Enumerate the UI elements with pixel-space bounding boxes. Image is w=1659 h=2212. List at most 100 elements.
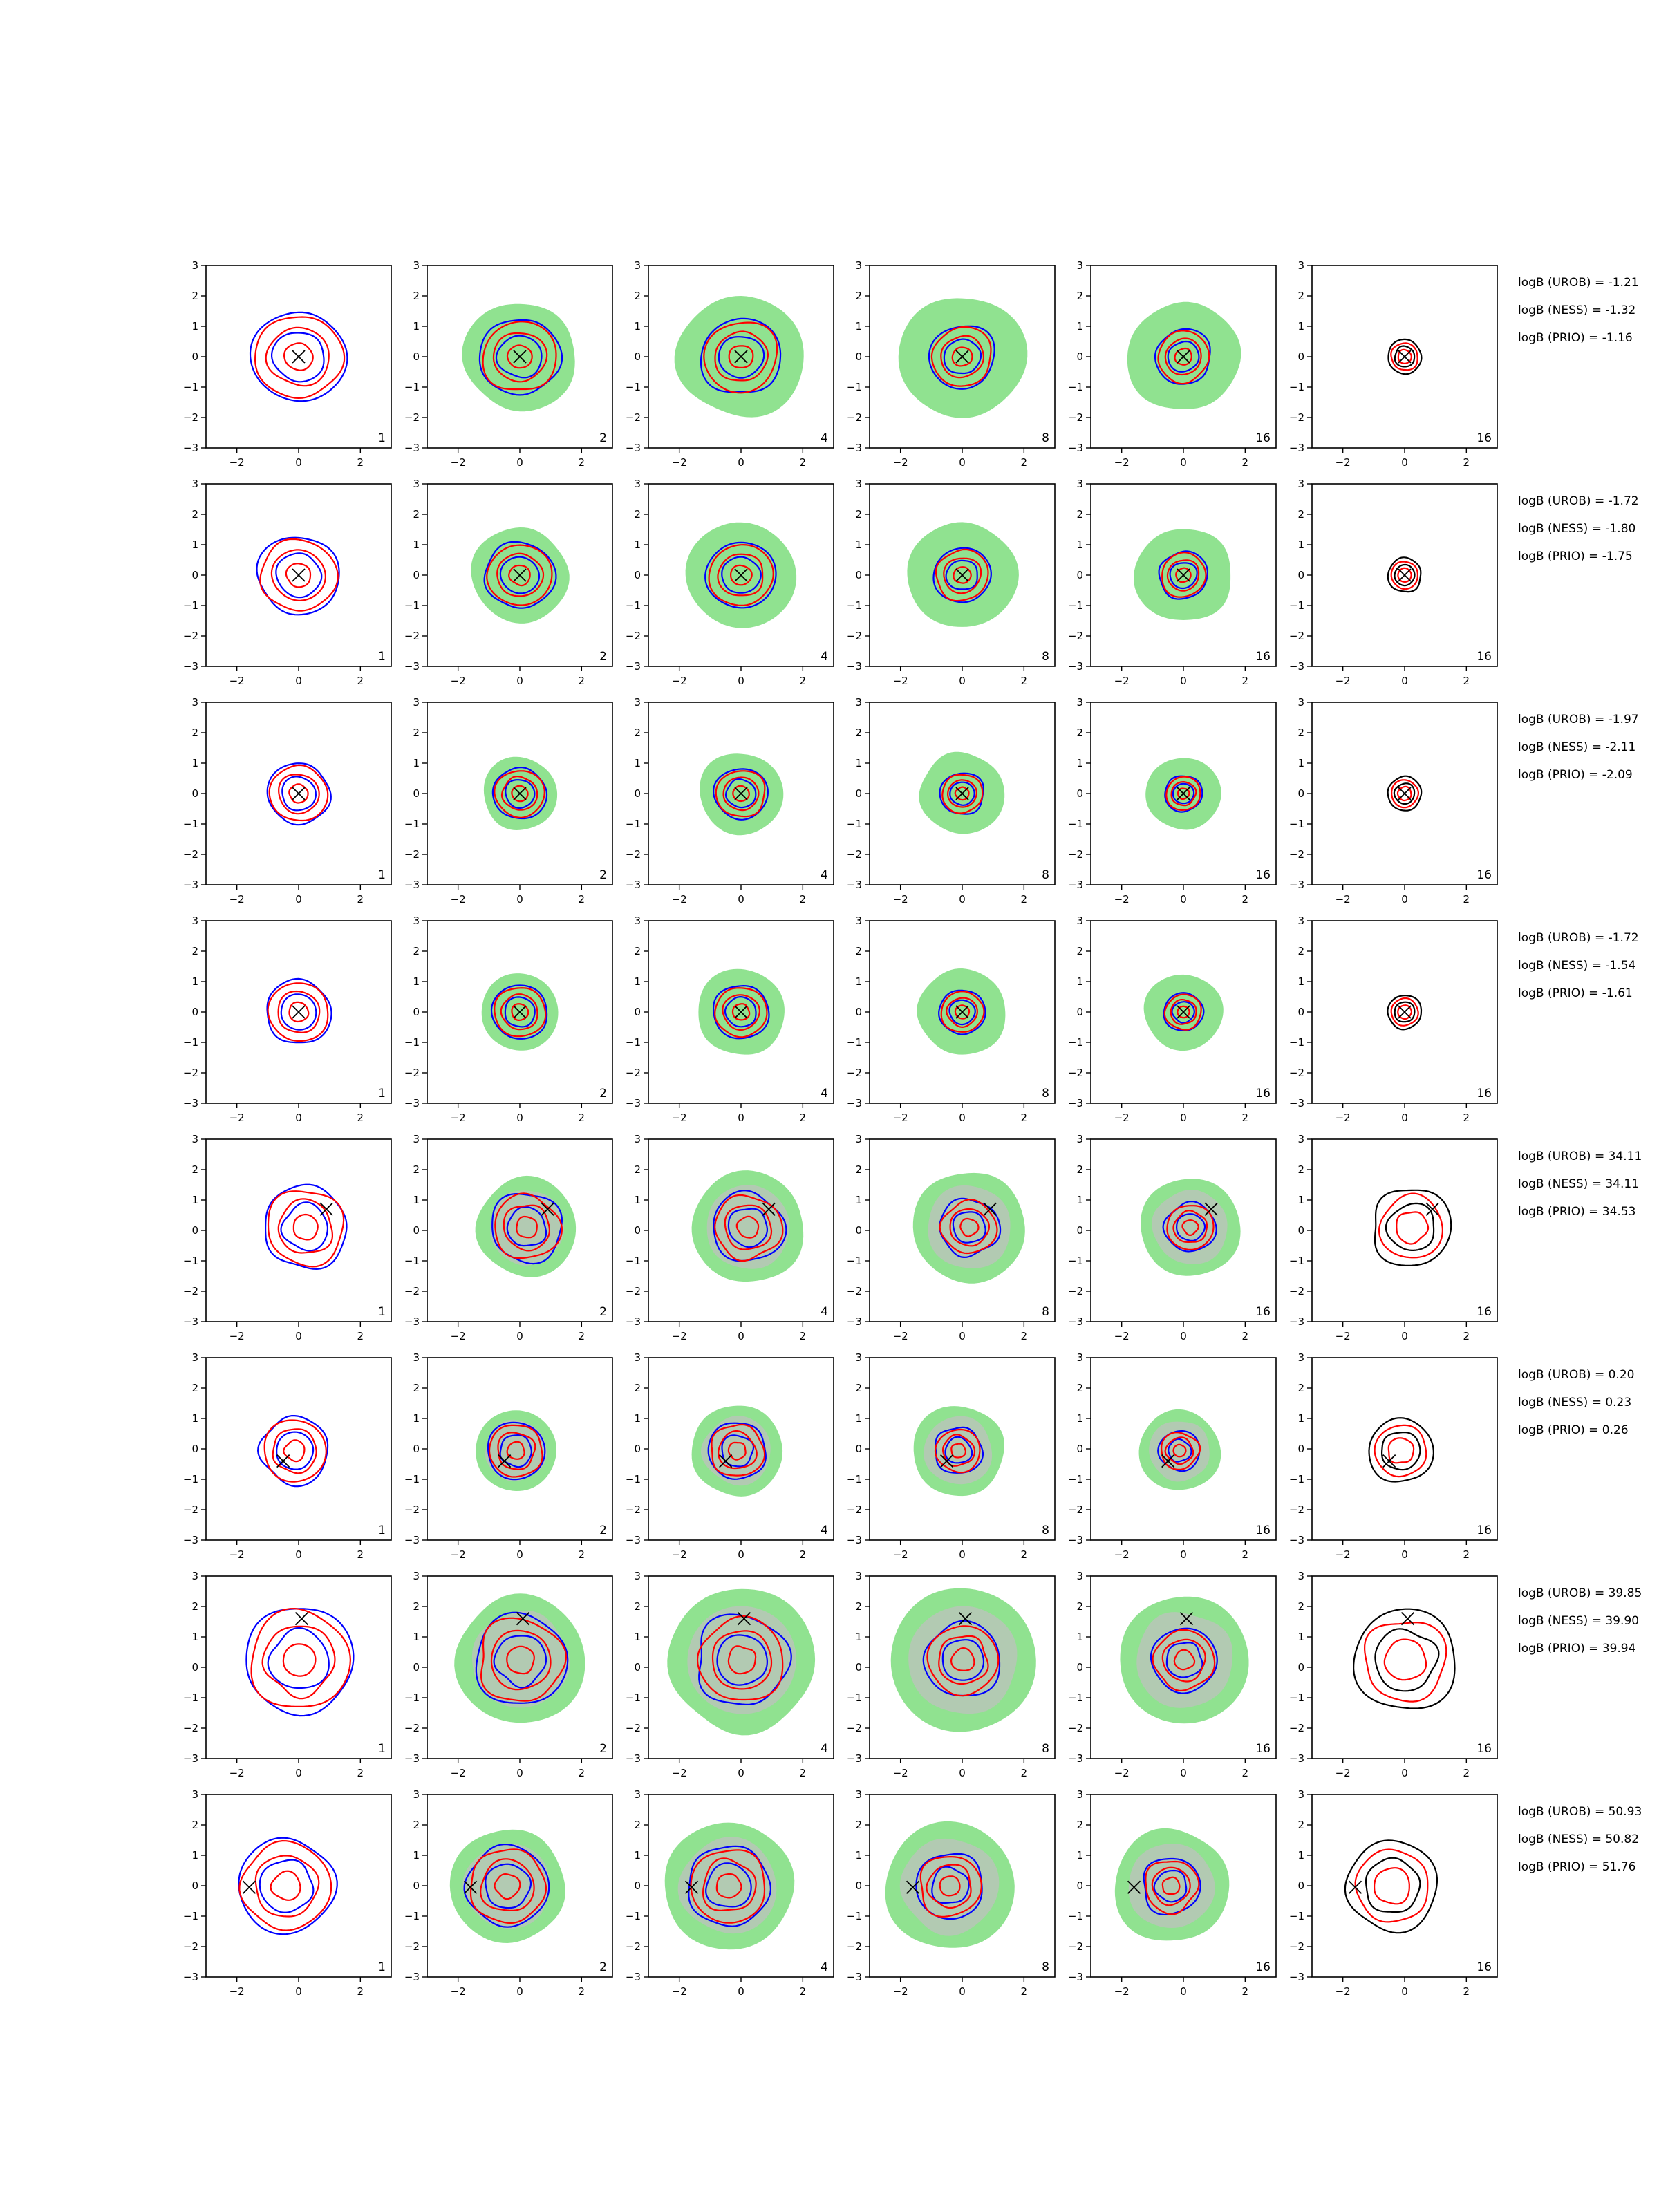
y-tick-label: −3	[626, 660, 641, 673]
y-tick-label: 1	[855, 757, 862, 769]
subplot-r7-c4: −2 0 2 3 2 1 0 −1 −2 −3 8	[847, 1570, 1056, 1779]
y-tick-label: −2	[847, 848, 862, 861]
urob-contour	[1172, 782, 1195, 805]
y-tick-label: 1	[634, 538, 641, 551]
logb-label: logB (PRIO) = -1.61	[1518, 986, 1633, 1000]
x-tick-label: −2	[893, 675, 908, 687]
ness-contour	[267, 1190, 345, 1268]
y-tick-label: 1	[855, 1849, 862, 1862]
prio-contour	[1387, 995, 1423, 1031]
y-tick-label: −2	[183, 848, 198, 861]
ness-contour	[277, 990, 321, 1033]
ness-contour	[1354, 1848, 1429, 1923]
ness-contour	[722, 776, 760, 812]
ness-contour	[1166, 1205, 1215, 1251]
y-tick-label: 0	[191, 1224, 198, 1237]
y-tick-label: 1	[1297, 320, 1304, 332]
logb-label: logB (UROB) = -1.97	[1518, 713, 1639, 727]
sample-count-label: 16	[1255, 431, 1271, 445]
logb-label: logB (UROB) = -1.72	[1518, 494, 1639, 508]
prior-density-fill	[908, 1606, 1018, 1714]
axes-frame	[205, 1138, 392, 1322]
prior-density-fill	[701, 1416, 771, 1486]
urob-contour	[941, 1639, 985, 1681]
subplot-r6-c3: −2 0 2 3 2 1 0 −1 −2 −3 4	[626, 1351, 834, 1561]
y-tick-label: 1	[634, 1631, 641, 1643]
sample-count-label: 8	[1042, 1087, 1049, 1100]
x-tick-label: −2	[893, 1112, 908, 1124]
y-tick-label: −3	[183, 1534, 198, 1546]
y-tick-label: 0	[855, 1880, 862, 1892]
urob-contour	[952, 1211, 986, 1244]
y-tick-label: −1	[1068, 599, 1083, 612]
y-tick-label: 0	[1076, 350, 1083, 363]
true-parameter-marker	[955, 787, 969, 800]
prior-density-fill	[706, 1185, 790, 1269]
y-tick-label: −2	[1068, 1503, 1083, 1516]
sample-count-label: 8	[1042, 650, 1049, 664]
urob-contour	[1171, 1001, 1195, 1024]
sample-count-label: 4	[821, 431, 828, 445]
urob-contour	[1154, 328, 1211, 385]
prio-contour	[1368, 1417, 1435, 1483]
urob-contour	[1168, 1438, 1192, 1463]
x-tick-label: 0	[295, 456, 302, 469]
x-tick-label: −2	[451, 893, 466, 906]
x-tick-label: 0	[738, 1985, 744, 1998]
urob-contour	[266, 762, 332, 826]
x-tick-label: 0	[1401, 1112, 1408, 1124]
x-tick-label: −2	[893, 456, 908, 469]
sample-count-label: 2	[599, 1305, 607, 1319]
y-tick-label: −1	[404, 1691, 420, 1704]
y-tick-label: 1	[634, 320, 641, 332]
urob-contour	[485, 1863, 532, 1909]
y-tick-label: −2	[626, 411, 641, 424]
y-tick-label: 3	[1297, 1570, 1304, 1582]
ness-contour	[282, 1643, 317, 1677]
y-tick-label: 2	[634, 1819, 641, 1831]
y-tick-label: 2	[1297, 945, 1304, 957]
y-tick-label: 0	[1297, 569, 1304, 581]
y-tick-label: 0	[634, 787, 641, 800]
true-parameter-marker	[541, 1202, 554, 1216]
logb-label: logB (NESS) = -1.32	[1518, 303, 1635, 317]
y-tick-label: 1	[191, 1631, 198, 1643]
y-tick-label: −1	[1068, 1036, 1083, 1049]
y-tick-label: −1	[847, 1473, 862, 1485]
x-tick-label: 2	[800, 893, 807, 906]
y-tick-label: 3	[634, 1570, 641, 1582]
y-tick-label: −1	[1289, 381, 1304, 393]
true-parameter-marker	[292, 1005, 306, 1019]
y-tick-label: 1	[191, 538, 198, 551]
y-tick-label: 3	[1297, 696, 1304, 709]
urob-contour	[499, 1434, 533, 1468]
x-tick-label: 0	[516, 1985, 523, 1998]
urob-contour	[939, 772, 984, 815]
ness-contour	[1173, 1649, 1196, 1671]
x-tick-label: 2	[800, 1112, 807, 1124]
y-tick-label: 1	[855, 320, 862, 332]
ness-contour	[1161, 1638, 1206, 1683]
y-tick-label: 3	[1297, 1351, 1304, 1364]
y-tick-label: 3	[413, 1351, 420, 1364]
true-parameter-marker	[719, 1454, 733, 1468]
y-tick-label: 3	[191, 1570, 198, 1582]
y-tick-label: 0	[191, 1880, 198, 1892]
y-tick-label: 3	[855, 1133, 862, 1145]
ness-contour	[696, 1615, 784, 1701]
x-tick-label: 2	[1021, 893, 1028, 906]
y-tick-label: −3	[404, 879, 420, 891]
x-tick-label: −2	[672, 1985, 687, 1998]
x-tick-label: −2	[451, 1548, 466, 1561]
true-parameter-marker	[513, 787, 527, 800]
y-tick-label: −1	[847, 1036, 862, 1049]
ness-contour	[943, 557, 982, 594]
x-tick-label: 2	[1021, 1767, 1028, 1779]
x-tick-label: −2	[229, 1112, 245, 1124]
y-tick-label: −3	[1289, 1534, 1304, 1546]
urob-contour	[491, 1192, 563, 1265]
urob-contour	[948, 999, 976, 1026]
ness-contour	[511, 785, 529, 803]
y-tick-label: 1	[855, 538, 862, 551]
